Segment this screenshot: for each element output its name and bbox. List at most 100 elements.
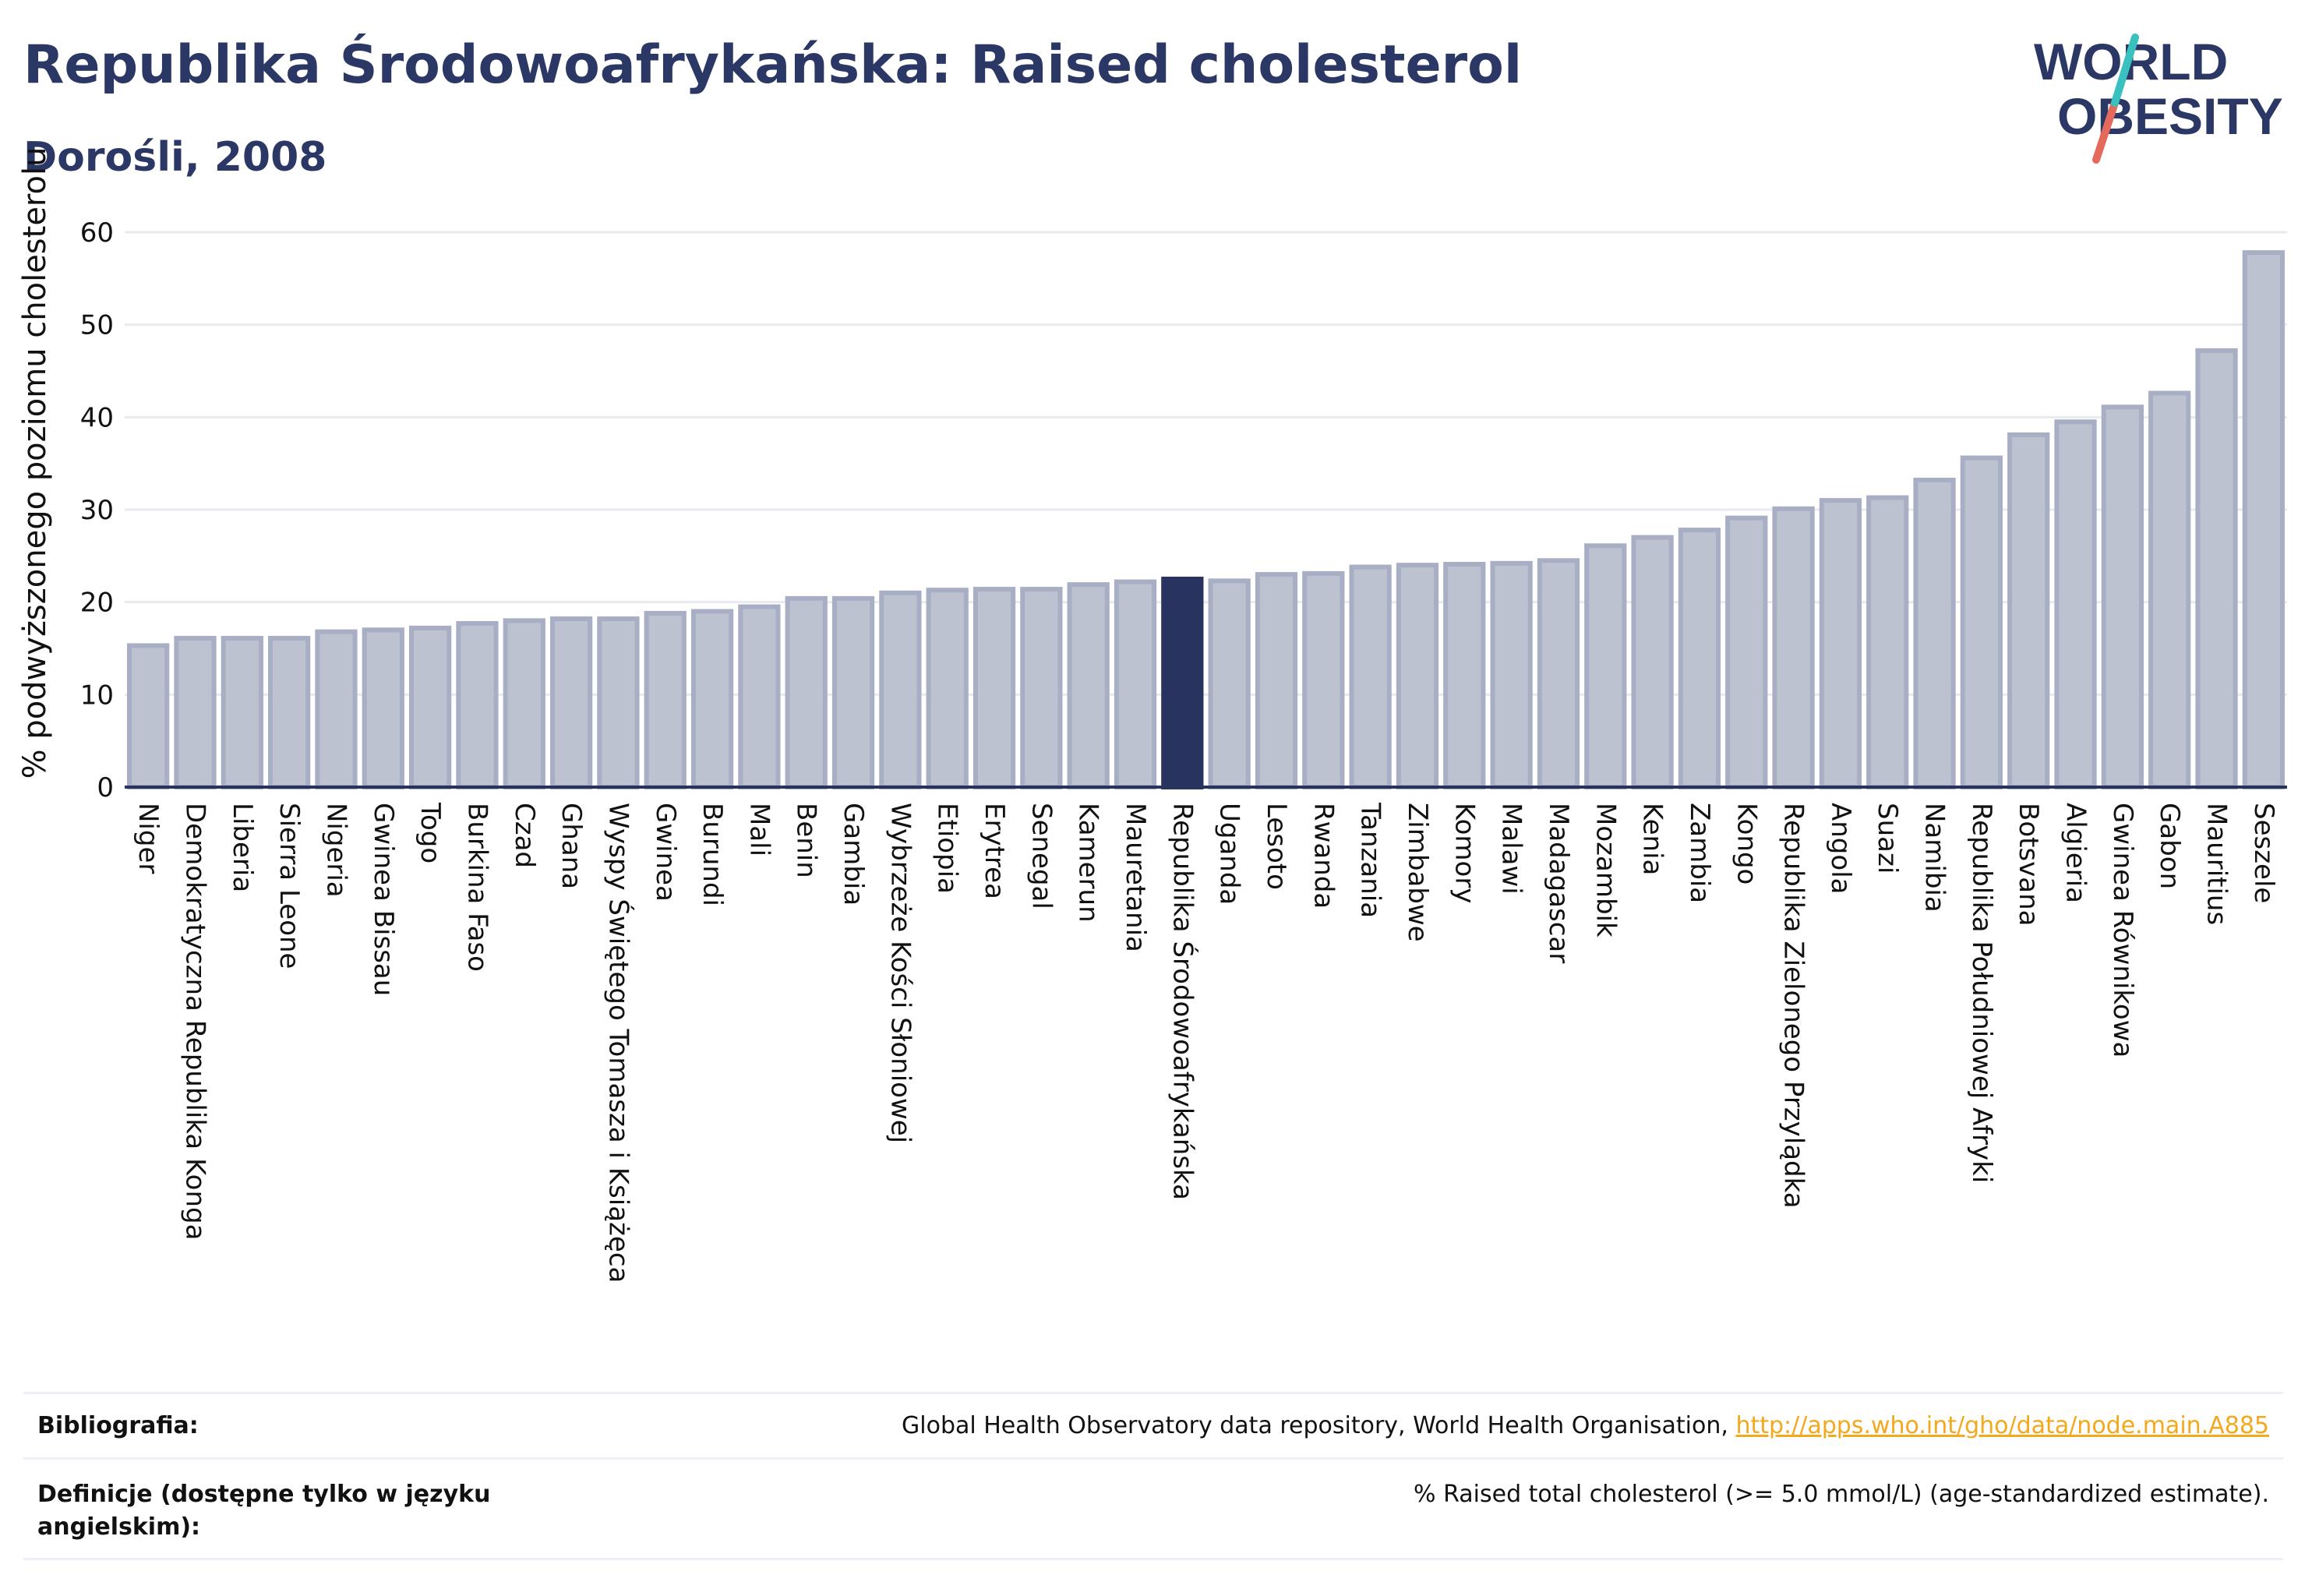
bibliography-label: Bibliografia: [37, 1412, 199, 1439]
logo-text-obesity: OBESITY [2057, 87, 2283, 145]
bar [1772, 506, 1815, 790]
x-tick-label: Kamerun [1073, 803, 1104, 923]
bar [1302, 570, 1345, 789]
bar [2007, 432, 2050, 789]
x-tick-label: Ghana [556, 803, 587, 889]
x-tick-label: Burundi [697, 803, 728, 906]
x-tick-label: Namibia [1919, 803, 1950, 913]
x-tick-label: Republika Środowoafrykańska [1167, 803, 1198, 1200]
y-tick-label: 10 [80, 680, 114, 711]
bar [456, 620, 499, 790]
bar [2101, 404, 2144, 790]
page-title: Republika Środowoafrykańska: Raised chol… [23, 34, 1523, 96]
bar [2054, 419, 2097, 789]
bar [644, 610, 687, 790]
bar [785, 595, 828, 789]
x-tick-label: Etiopia [932, 803, 963, 894]
bar [1678, 528, 1721, 790]
y-tick-label: 40 [80, 402, 114, 433]
bar [1114, 579, 1157, 789]
bar [597, 616, 640, 789]
x-tick-label: Algieria [2060, 803, 2091, 903]
x-tick-label: Angola [1825, 803, 1856, 894]
x-tick-label: Benin [791, 803, 822, 878]
logo-slash-red [2092, 99, 2119, 164]
x-tick-label: Gwinea Równikowa [2107, 803, 2138, 1058]
bar [1067, 582, 1110, 789]
y-tick-label: 0 [97, 772, 114, 803]
logo-slash-teal [2111, 34, 2139, 107]
x-tick-label: Togo [415, 802, 446, 863]
y-tick-label: 50 [80, 310, 114, 341]
x-tick-label: Gabon [2154, 803, 2185, 889]
bar [1443, 562, 1486, 789]
x-tick-label: Senegal [1025, 803, 1057, 909]
bibliography-link[interactable]: http://apps.who.int/gho/data/node.main.A… [1735, 1412, 2269, 1439]
bar [972, 587, 1016, 790]
x-tick-label: Malawi [1496, 803, 1527, 895]
x-tick-label: Komory [1449, 803, 1480, 903]
x-tick-label: Suazi [1872, 803, 1903, 874]
bar [1960, 455, 2003, 790]
x-tick-label: Liberia [227, 803, 258, 892]
definitions-label: Definicje (dostępne tylko w języku angie… [37, 1481, 491, 1541]
definitions-value: % Raised total cholesterol (>= 5.0 mmol/… [1414, 1481, 2269, 1508]
x-tick-label: Wybrzeże Kości Słoniowej [884, 803, 916, 1143]
x-tick-label: Mali [743, 803, 775, 856]
x-tick-label: Czad [509, 803, 540, 868]
x-tick-label: Rwanda [1308, 803, 1339, 909]
bar [315, 629, 358, 790]
bar [690, 609, 734, 789]
y-tick-label: 20 [80, 588, 114, 619]
x-tick-label: Mauritius [2201, 803, 2233, 925]
bar [1208, 578, 1251, 790]
x-tick-label: Niger [132, 803, 164, 874]
x-tick-label: Lesoto [1261, 803, 1292, 890]
bar [1490, 560, 1533, 789]
bar [831, 595, 875, 789]
bar [2148, 390, 2191, 789]
bar-highlight [1161, 577, 1204, 789]
bar [1631, 535, 1674, 789]
y-tick-label: 30 [80, 495, 114, 526]
x-tick-label: Erytrea [979, 803, 1010, 899]
x-tick-label: Demokratyczna Republika Konga [179, 803, 210, 1240]
x-tick-label: Seszele [2248, 803, 2279, 903]
bibliography-text: Global Health Observatory data repositor… [902, 1412, 1736, 1439]
bar-chart: 0 10 20 30 40 50 60 % podwyższonego poziomu cho… [17, 147, 2287, 1283]
bar [1349, 564, 1392, 789]
definitions-row: Definicje (dostępne tylko w języku angie… [23, 1457, 2283, 1560]
bibliography-value: Global Health Observatory data repositor… [902, 1410, 2269, 1442]
x-tick-label: Republika Południowej Afryki [1966, 803, 1997, 1183]
x-tick-label: Madagascar [1543, 803, 1574, 963]
bar [221, 635, 263, 789]
x-tick-label: Mozambik [1590, 803, 1621, 937]
bar [1913, 478, 1956, 789]
x-tick-label: Mauretania [1120, 803, 1151, 952]
x-tick-label: Nigeria [320, 803, 351, 898]
x-tick-label: Zambia [1684, 803, 1715, 903]
x-tick-label: Sierra Leone [274, 803, 305, 969]
x-tick-label: Wyspy Świętego Tomasza i Książęca [602, 803, 634, 1283]
bar [1866, 495, 1909, 789]
bar [127, 643, 170, 789]
y-axis-label: % podwyższonego poziomu cholesterolu [17, 147, 53, 779]
bar [268, 635, 311, 789]
bar [1725, 515, 1768, 789]
bar [926, 588, 969, 789]
bar [2195, 348, 2238, 790]
bar [549, 616, 593, 789]
x-tick-label: Tanzania [1355, 802, 1386, 918]
x-tick-label: Botsvana [2013, 803, 2044, 927]
x-tick-label: Burkina Faso [461, 803, 492, 972]
x-tick-label: Kongo [1731, 803, 1762, 885]
x-tick-label: Gwinea Bissau [368, 803, 399, 996]
bar [1255, 572, 1298, 789]
x-tick-label: Republika Zielonego Przylądka [1778, 803, 1809, 1209]
y-tick-label: 60 [80, 217, 114, 249]
bar [174, 635, 217, 789]
x-tick-label: Kenia [1637, 803, 1668, 875]
bar [503, 618, 545, 790]
bar [362, 627, 404, 789]
bar [1819, 498, 1862, 790]
